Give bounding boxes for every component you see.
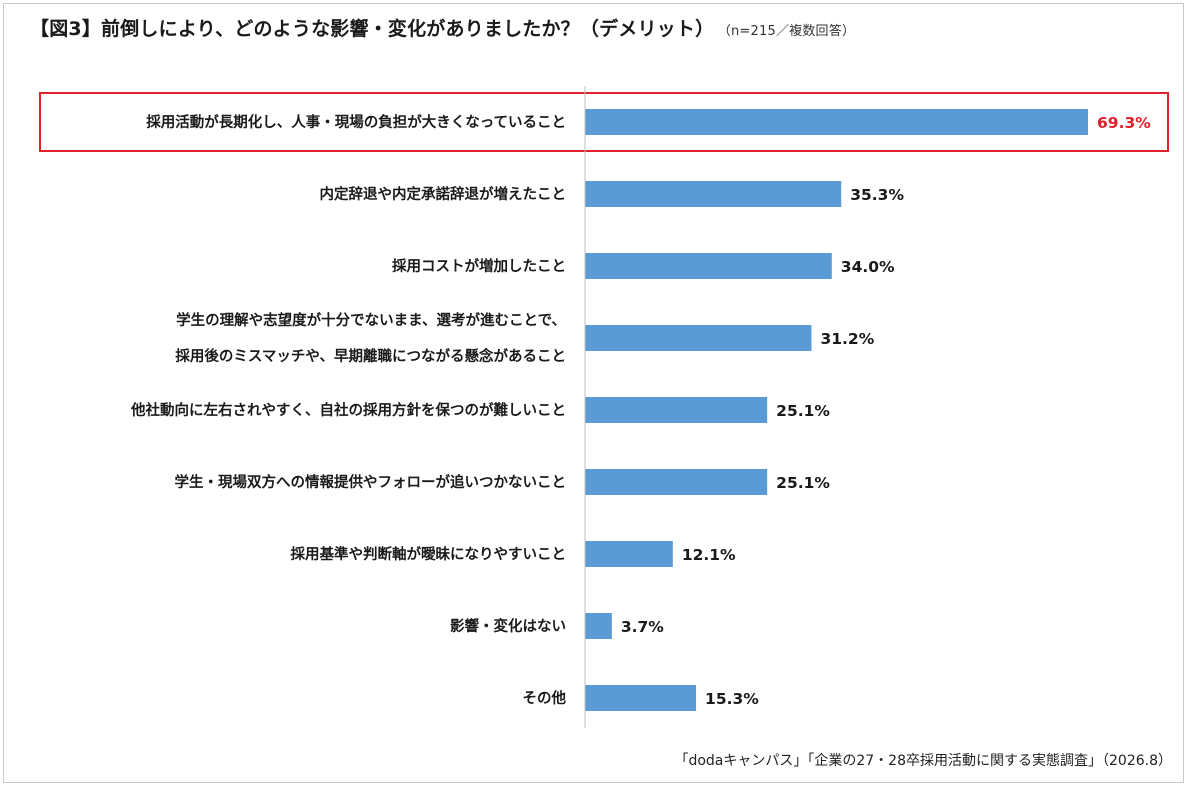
- value-label: 34.0%: [841, 258, 895, 276]
- chart-title-main: 【図3】前倒しにより、どのような影響・変化がありましたか？（デメリット）: [30, 18, 715, 40]
- category-label: 影響・変化はない: [450, 617, 566, 635]
- bar: [585, 325, 812, 351]
- value-label: 31.2%: [820, 330, 874, 348]
- source-note: 「dodaキャンパス」「企業の27・28卒採用活動に関する実態調査」（2026.…: [674, 753, 1172, 769]
- category-label: 学生の理解や志望度が十分でないまま、選考が進むことで、: [176, 311, 566, 329]
- value-label: 15.3%: [705, 690, 759, 708]
- category-label: 採用基準や判断軸が曖昧になりやすいこと: [291, 545, 567, 563]
- value-label: 35.3%: [850, 186, 904, 204]
- highlight-box: [39, 92, 1169, 152]
- category-label: 採用コストが増加したこと: [392, 257, 566, 275]
- category-label: 内定辞退や内定承諾辞退が増えたこと: [320, 185, 567, 203]
- value-label: 69.3%: [1097, 114, 1151, 132]
- value-label: 3.7%: [621, 618, 664, 636]
- category-label: その他: [523, 689, 567, 707]
- category-label: 他社動向に左右されやすく、自社の採用方針を保つのが難しいこと: [130, 401, 566, 419]
- bar: [585, 181, 842, 207]
- category-label: 学生・現場双方への情報提供やフォローが追いつかないこと: [175, 473, 567, 491]
- chart-subtitle: （n=215／複数回答）: [724, 24, 856, 39]
- bar: [585, 613, 612, 639]
- chart-title: 【図3】前倒しにより、どのような影響・変化がありましたか？（デメリット） （n=2…: [30, 14, 855, 41]
- bar: [585, 469, 768, 495]
- value-label: 12.1%: [682, 546, 736, 564]
- value-label: 25.1%: [776, 474, 830, 492]
- value-label: 25.1%: [776, 402, 830, 420]
- category-label: 採用活動が長期化し、人事・現場の負担が大きくなっていること: [146, 113, 566, 131]
- category-label: 採用後のミスマッチや、早期離職につながる懸念があること: [175, 347, 566, 365]
- bar: [585, 541, 673, 567]
- bar: [585, 109, 1088, 135]
- bar: [585, 685, 697, 711]
- bar: [585, 253, 832, 279]
- bar: [585, 397, 768, 423]
